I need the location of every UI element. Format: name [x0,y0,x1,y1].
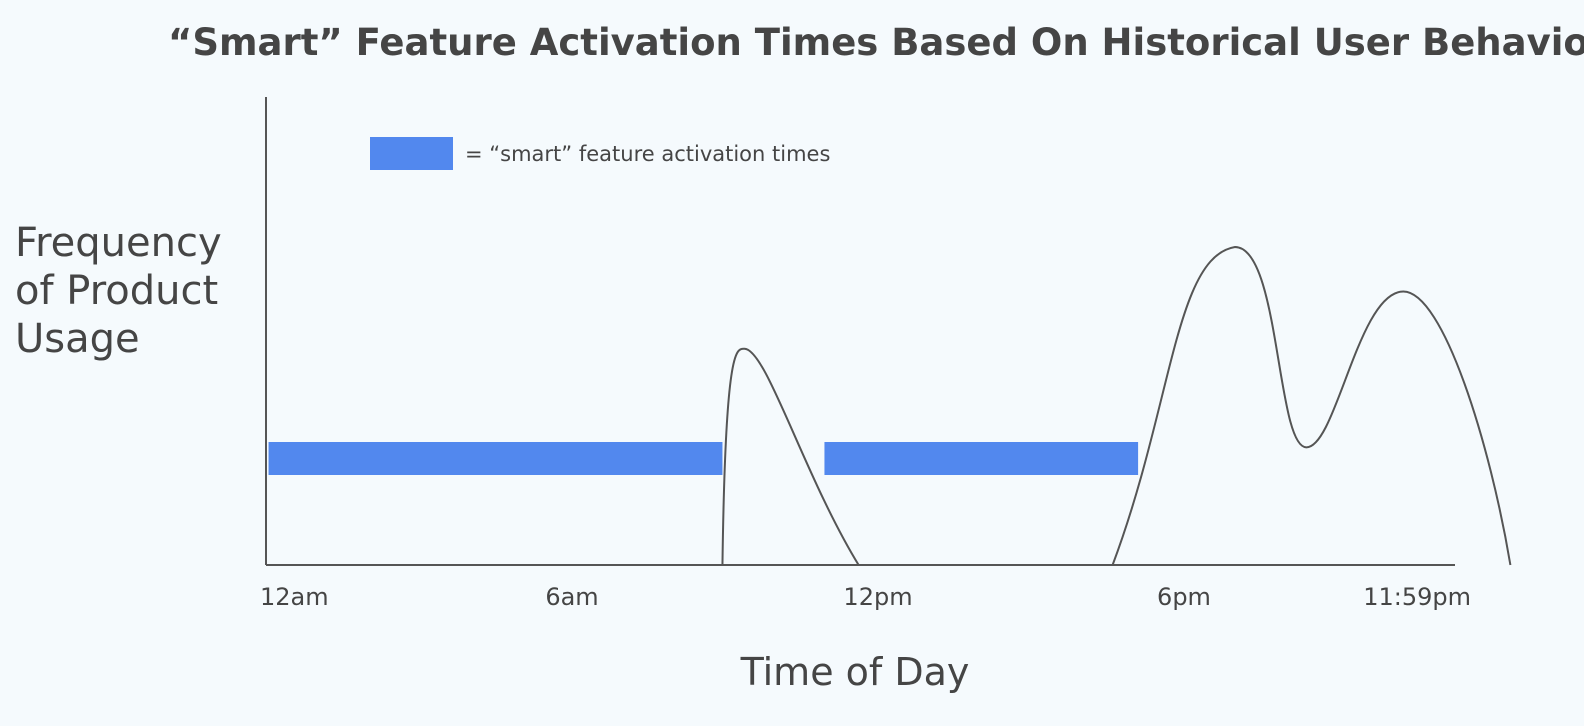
x-tick-label-6am: 6am [545,583,598,611]
y-axis-label-line-3: Usage [15,316,140,362]
activation-bars [268,442,1139,475]
legend-label: = “smart” feature activation times [465,142,830,166]
y-axis-label: Frequency of Product Usage [15,220,222,362]
usage-curve [721,245,1512,566]
legend: = “smart” feature activation times [370,137,830,170]
x-tick-label-12pm: 12pm [843,583,912,611]
activation-bar-1 [268,442,723,475]
legend-swatch [370,137,453,170]
x-tick-label-1159pm: 11:59pm [1363,583,1471,611]
x-tick-label-6pm: 6pm [1157,583,1211,611]
activation-bar-2 [824,442,1139,475]
x-tick-label-12am: 12am [260,583,329,611]
y-axis-label-line-1: Frequency [15,220,222,266]
usage-curve-layer [721,245,1512,566]
y-axis-label-line-2: of Product [15,268,218,314]
chart-title: “Smart” Feature Activation Times Based O… [168,21,1584,64]
x-axis-label: Time of Day [740,650,970,694]
x-axis-ticks: 12am 6am 12pm 6pm 11:59pm [260,583,1471,611]
